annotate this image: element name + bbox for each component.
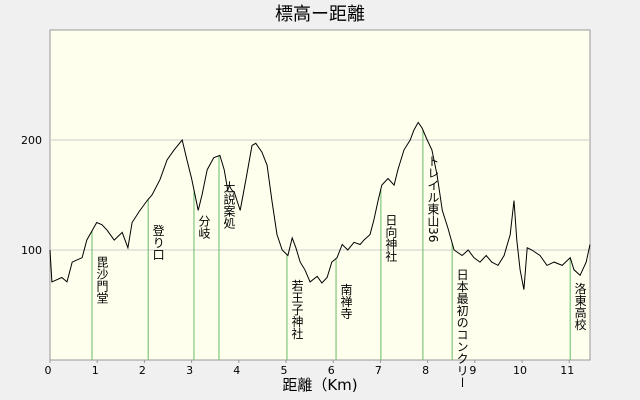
landmark-label: 分岐 xyxy=(197,214,211,238)
landmark-label: 毘沙門堂 xyxy=(95,256,109,304)
x-tick-label: 9 xyxy=(469,364,476,377)
x-tick-label: 4 xyxy=(233,364,240,377)
x-tick-label: 10 xyxy=(513,364,527,377)
x-tick-label: 3 xyxy=(186,364,193,377)
y-tick-label: 100 xyxy=(21,244,42,257)
landmark-label: 大説案処 xyxy=(222,180,236,229)
x-tick-label: 1 xyxy=(92,364,99,377)
x-tick-label: 11 xyxy=(560,364,574,377)
landmark-label: 洛東高校 xyxy=(573,281,587,330)
landmark-label: 登り口 xyxy=(151,223,165,260)
x-tick-label: 7 xyxy=(375,364,382,377)
x-tick-label: 8 xyxy=(422,364,429,377)
plot-area xyxy=(49,29,591,361)
landmark-label: 日本最初のコンクリー xyxy=(455,268,469,388)
x-axis-label: 距離（Km) xyxy=(282,376,357,394)
landmark-label: トレイル東山36 xyxy=(426,155,440,242)
landmark-label: 南禅寺 xyxy=(339,282,353,319)
landmark-label: 日向神社 xyxy=(384,214,398,262)
x-tick-label: 5 xyxy=(281,364,288,377)
x-tick-label: 6 xyxy=(328,364,335,377)
landmark-label: 若王子神社 xyxy=(290,279,304,339)
x-tick-label: 0 xyxy=(45,364,52,377)
elevation-line xyxy=(49,121,591,290)
x-tick-label: 2 xyxy=(139,364,146,377)
y-tick-label: 200 xyxy=(21,134,42,147)
chart-title: 標高ー距離 xyxy=(275,4,365,25)
